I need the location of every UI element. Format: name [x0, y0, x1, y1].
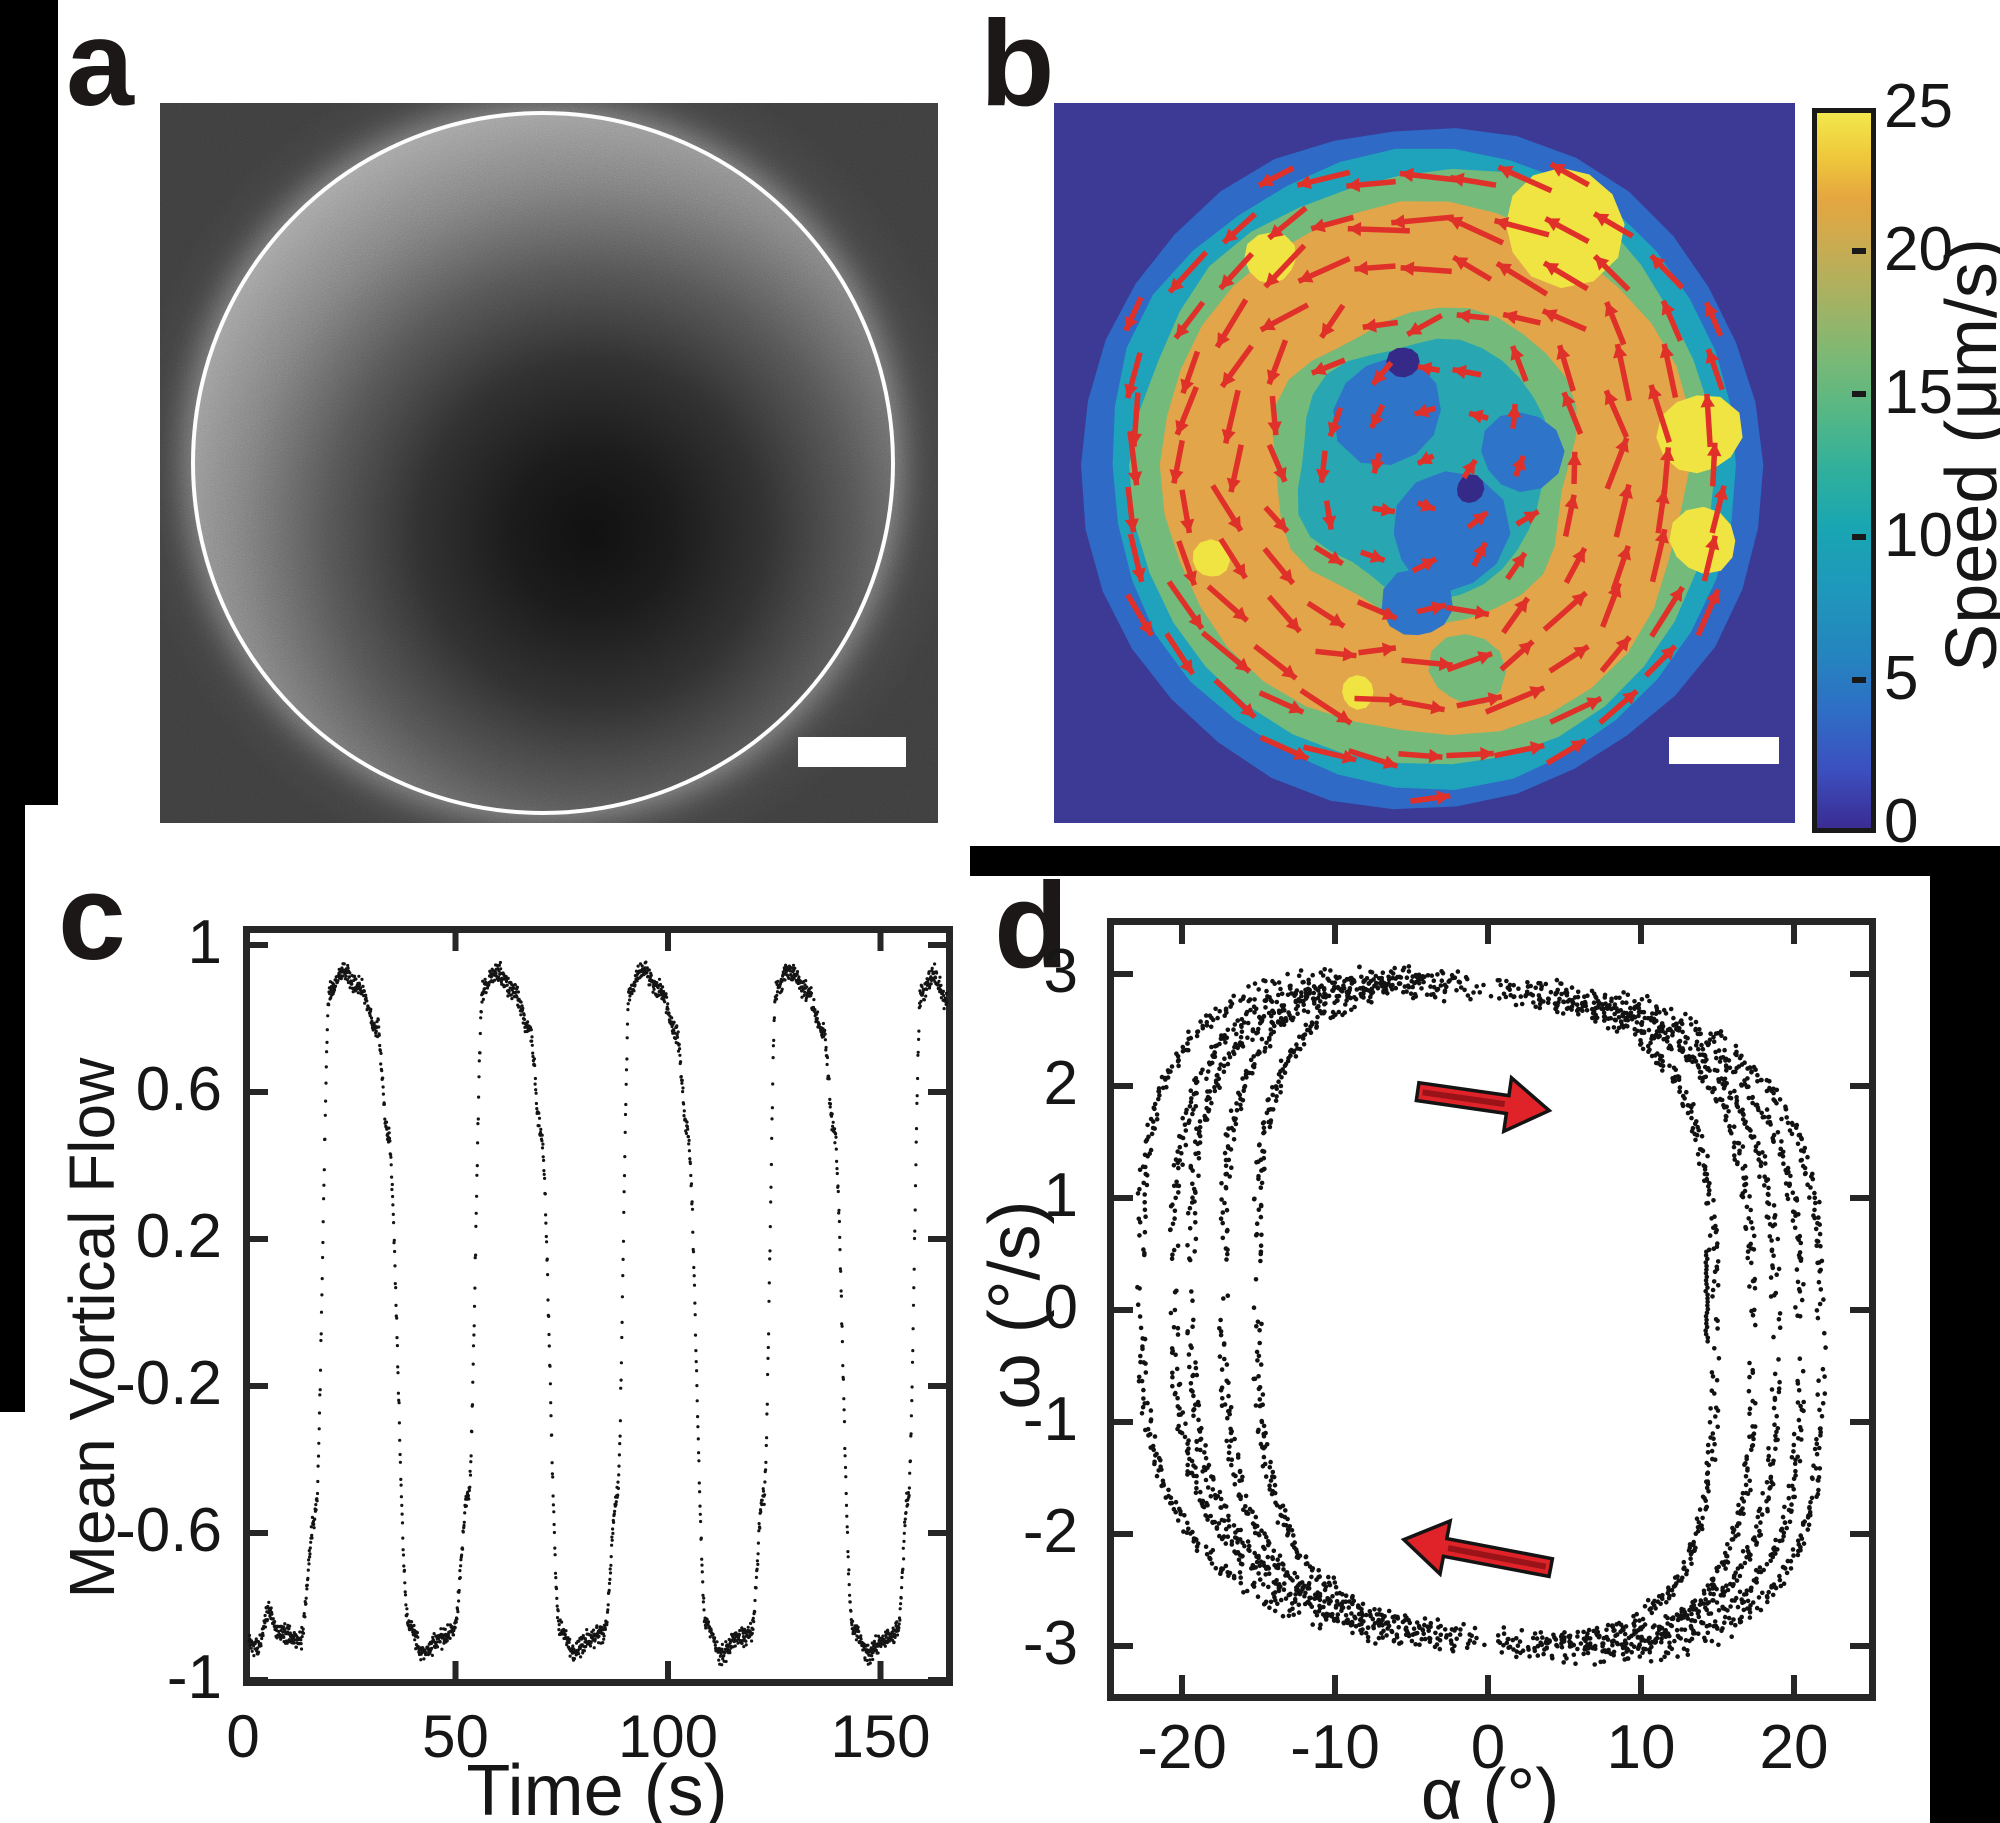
c-xtick-100: 100: [617, 1703, 719, 1770]
film-grain-overlay: [160, 103, 938, 823]
d-ytick-3: 3: [1043, 937, 1078, 1006]
d-xlabel: α (°): [1420, 1755, 1560, 1823]
d-xtick-10: 10: [1606, 1713, 1676, 1782]
phase-portrait-chart: [1107, 918, 1876, 1701]
colorbar-tick-25: 25: [1884, 72, 1953, 141]
panel-label-c: c: [58, 849, 126, 985]
d-ytick--3: -3: [1022, 1609, 1078, 1678]
c-ytick-0.2: 0.2: [135, 1202, 222, 1271]
panel-label-b: b: [980, 0, 1055, 131]
colorbar-tick-20: 20: [1884, 215, 1953, 284]
scale-bar-b: [1669, 737, 1779, 764]
divider-bar-horizontal: [970, 846, 2000, 876]
d-xtick-20: 20: [1759, 1713, 1829, 1782]
colorbar-tickmark: [1852, 534, 1866, 540]
panel-label-a: a: [66, 0, 134, 131]
vortical-flow-chart: [243, 926, 953, 1686]
c-ytick--1: -1: [166, 1643, 222, 1712]
c-xtick-50: 50: [422, 1703, 489, 1770]
divider-bar-top-left: [0, 0, 58, 805]
c-xlabel: Time (s): [466, 1751, 728, 1823]
micrograph-panel: [160, 103, 938, 823]
colorbar-title: Speed (μm/s): [1932, 238, 2000, 672]
c-xtick-0: 0: [226, 1703, 260, 1770]
speed-colorbar: [1812, 108, 1876, 833]
divider-bar-right: [1930, 846, 2000, 1823]
colorbar-tick-15: 15: [1884, 358, 1953, 427]
divider-bar-left: [0, 805, 25, 1412]
d-ytick-0: 0: [1043, 1273, 1078, 1342]
d-xtick-0: 0: [1470, 1713, 1506, 1782]
c-ytick-1: 1: [187, 908, 222, 977]
colorbar-tickmark: [1852, 677, 1866, 683]
c-ytick--0.2: -0.2: [115, 1349, 222, 1418]
c-xtick-150: 150: [830, 1703, 931, 1770]
colorbar-tickmark: [1852, 248, 1866, 254]
panel-label-d: d: [994, 857, 1069, 993]
flow-field-panel: [1054, 103, 1795, 823]
colorbar-tick-10: 10: [1884, 501, 1953, 570]
c-ytick--0.6: -0.6: [115, 1496, 222, 1565]
d-xtick--20: -20: [1137, 1713, 1227, 1782]
c-ytick-0.6: 0.6: [135, 1055, 222, 1124]
colorbar-tick-5: 5: [1884, 644, 1919, 713]
colorbar-tickmark: [1852, 391, 1866, 397]
d-ytick-1: 1: [1043, 1161, 1078, 1230]
d-xtick--10: -10: [1290, 1713, 1380, 1782]
scale-bar-a: [798, 737, 906, 767]
d-ytick-2: 2: [1043, 1049, 1078, 1118]
d-ytick--2: -2: [1022, 1497, 1078, 1566]
speed-contour-map: [1054, 103, 1795, 823]
colorbar-tick-0: 0: [1884, 787, 1919, 856]
d-ytick--1: -1: [1022, 1385, 1078, 1454]
